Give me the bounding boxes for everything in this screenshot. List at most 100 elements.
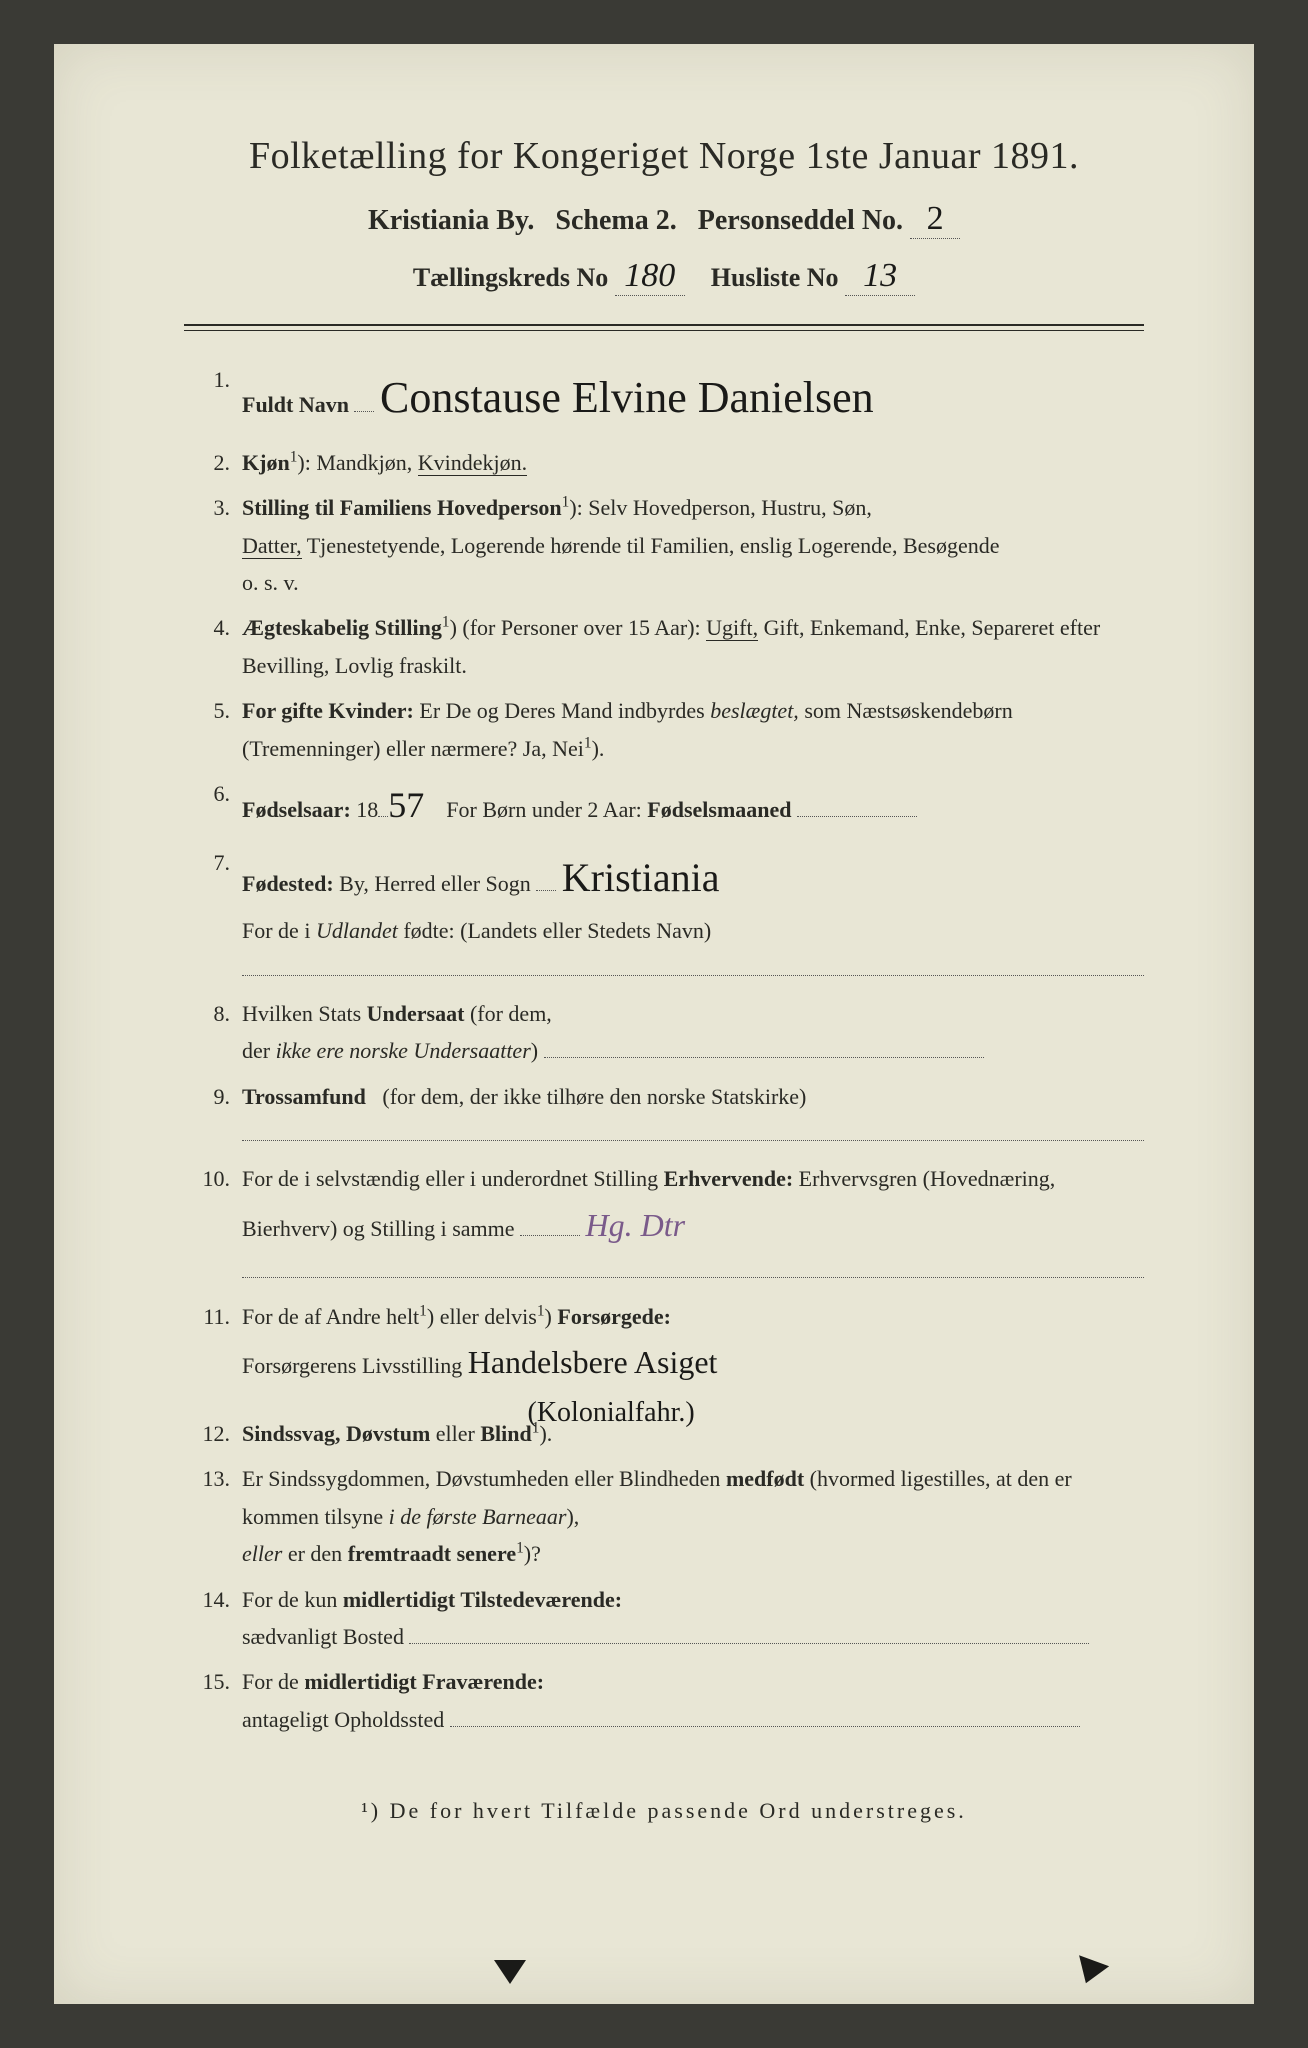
item-15: 15. For de midlertidigt Fraværende: anta… [194, 1663, 1144, 1738]
taellingskreds-label: Tællingskreds No [413, 263, 608, 292]
option-text: ), [566, 1504, 579, 1529]
footnote: ¹) De for hvert Tilfælde passende Ord un… [184, 1798, 1144, 1824]
form-items: 1. Fuldt Navn Constause Elvine Danielsen… [184, 361, 1144, 1738]
option-text: (for Personer over 15 Aar): [462, 615, 700, 640]
italic-text: eller [242, 1541, 282, 1566]
item-8: 8. Hvilken Stats Undersaat (for dem, der… [194, 995, 1144, 1070]
italic-text: Udlandet [316, 918, 398, 943]
personseddel-no-value: 2 [910, 200, 960, 239]
field-label: midlertidigt Fraværende: [304, 1669, 544, 1694]
item-3: 3. Stilling til Familiens Hovedperson1):… [194, 489, 1144, 601]
item-4: 4. Ægteskabelig Stilling1) (for Personer… [194, 609, 1144, 684]
option-text: Hvilken Stats [242, 1001, 361, 1026]
selected-option: Kvindekjøn. [418, 450, 527, 476]
item-7: 7. Fødested: By, Herred eller Sogn Krist… [194, 844, 1144, 987]
schema-label: Schema 2. [555, 205, 676, 236]
city-label: Kristiania By. [368, 205, 534, 236]
year-prefix: 18 [356, 797, 378, 822]
field-label: Kjøn [242, 450, 290, 475]
selected-option: Ugift, [706, 615, 758, 641]
subtitle-line: Kristiania By. Schema 2. Personseddel No… [184, 200, 1144, 239]
option-text: For de i [242, 918, 310, 943]
item-number: 12. [194, 1415, 242, 1452]
dotfill [242, 1119, 1144, 1141]
selected-option: Datter, [242, 533, 302, 559]
item-number: 5. [194, 692, 242, 767]
field-label: Undersaat [367, 1001, 465, 1026]
option-text: o. s. v. [242, 570, 299, 595]
main-title: Folketælling for Kongeriget Norge 1ste J… [184, 134, 1144, 178]
census-form-page: Folketælling for Kongeriget Norge 1ste J… [54, 44, 1254, 2004]
field-label: midlertidigt Tilstedeværende: [343, 1587, 622, 1612]
field-label: Fødselsmaaned [647, 797, 791, 822]
item-number: 7. [194, 844, 242, 987]
option-text: For de i selvstændig eller i underordnet… [242, 1166, 658, 1191]
field-label: Blind [480, 1421, 531, 1446]
dotfill [242, 954, 1144, 976]
item-5: 5. For gifte Kvinder: Er De og Deres Man… [194, 692, 1144, 767]
option-text: eller delvis [440, 1304, 537, 1329]
option-text: antageligt Opholdssted [242, 1707, 444, 1732]
option-text: For de [242, 1669, 299, 1694]
item-number: 4. [194, 609, 242, 684]
item-9: 9. Trossamfund (for dem, der ikke tilhør… [194, 1078, 1144, 1153]
divider-thick [184, 324, 1144, 326]
option-text: For de kun [242, 1587, 337, 1612]
option-text: Tjenestetyende, Logerende hørende til Fa… [307, 533, 1000, 558]
field-label: fremtraadt senere [348, 1541, 516, 1566]
italic-text: beslægtet, [710, 698, 799, 723]
option-text: Forsørgerens Livsstilling [242, 1353, 462, 1378]
personseddel-label: Personseddel No. [698, 205, 903, 236]
item-number: 10. [194, 1160, 242, 1289]
item-number: 1. [194, 361, 242, 436]
field-label: Fuldt Navn [242, 392, 349, 417]
full-name-value: Constause Elvine Danielsen [380, 373, 874, 422]
item-number: 8. [194, 995, 242, 1070]
item-2: 2. Kjøn1): Mandkjøn, Kvindekjøn. [194, 444, 1144, 481]
dotfill [242, 1256, 1144, 1278]
field-label: Fødselsaar: [242, 797, 351, 822]
item-6: 6. Fødselsaar: 18 57 For Børn under 2 Aar… [194, 775, 1144, 836]
item-1: 1. Fuldt Navn Constause Elvine Danielsen [194, 361, 1144, 436]
provider-value: Handelsbere Asiget [468, 1344, 718, 1380]
item-number: 13. [194, 1460, 242, 1572]
option-text: Er De og Deres Mand indbyrdes [419, 698, 704, 723]
option-text: Selv Hovedperson, Hustru, Søn, [588, 495, 872, 520]
item-12: 12. Sindssvag, Døvstum eller Blind1). [194, 1415, 1144, 1452]
option-text: For Børn under 2 Aar: [446, 797, 642, 822]
page-tear-icon [1071, 1955, 1109, 1988]
sub-line-2: Tællingskreds No 180 Husliste No 13 [184, 257, 1144, 296]
taellingskreds-no-value: 180 [615, 257, 685, 296]
husliste-no-value: 13 [845, 257, 915, 296]
dotfill [450, 1705, 1080, 1727]
item-number: 9. [194, 1078, 242, 1153]
dotfill [544, 1036, 984, 1058]
dotfill [797, 795, 917, 817]
italic-text: i de første Barneaar [389, 1504, 567, 1529]
husliste-label: Husliste No [711, 263, 839, 292]
item-10: 10. For de i selvstændig eller i underor… [194, 1160, 1144, 1289]
birthplace-value: Kristiania [562, 855, 720, 900]
option-text: er den [288, 1541, 342, 1566]
option-text: (for dem, der ikke tilhøre den norske St… [382, 1084, 806, 1109]
option-text: eller [436, 1421, 475, 1446]
option-text: By, Herred eller Sogn [339, 871, 531, 896]
field-label: Ægteskabelig Stilling [242, 615, 442, 640]
option-text: Er Sindssygdommen, Døvstumheden eller Bl… [242, 1466, 720, 1491]
item-14: 14. For de kun midlertidigt Tilstedevære… [194, 1581, 1144, 1656]
field-label: Erhvervende: [664, 1166, 794, 1191]
dotfill [409, 1622, 1089, 1644]
item-number: 6. [194, 775, 242, 836]
field-label: Sindssvag, Døvstum [242, 1421, 430, 1446]
option-text: (for dem, [470, 1001, 552, 1026]
item-number: 2. [194, 444, 242, 481]
birth-year-value: 57 [388, 785, 424, 825]
field-label: Fødested: [242, 871, 334, 896]
dotfill [354, 390, 374, 412]
page-tear-icon [494, 1960, 526, 1984]
item-13: 13. Er Sindssygdommen, Døvstumheden elle… [194, 1460, 1144, 1572]
option-text: sædvanligt Bosted [242, 1624, 404, 1649]
option-text: For de af Andre helt [242, 1304, 419, 1329]
divider-thin [184, 330, 1144, 331]
item-number: 14. [194, 1581, 242, 1656]
